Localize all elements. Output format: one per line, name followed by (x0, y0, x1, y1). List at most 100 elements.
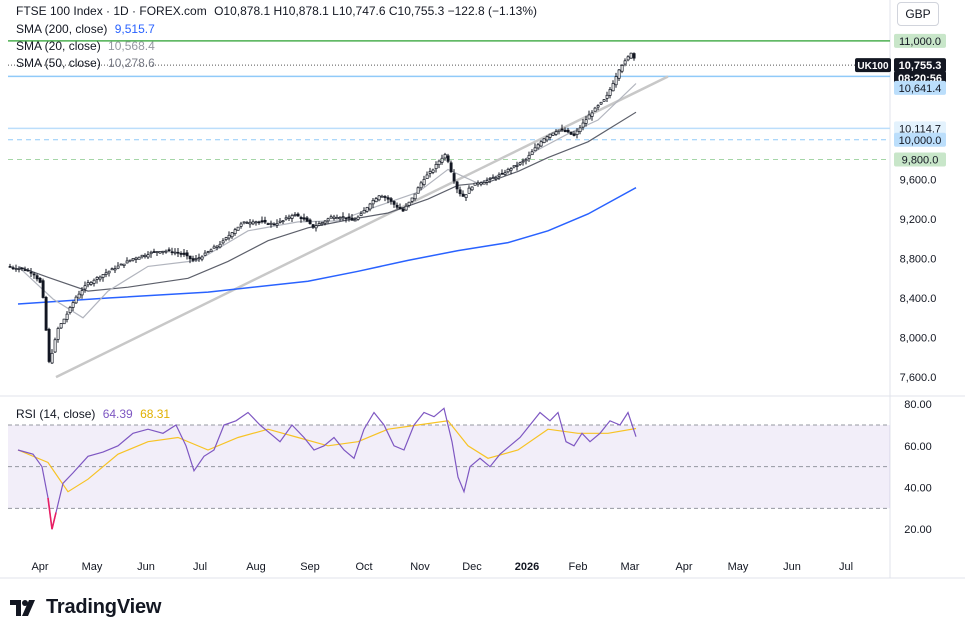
candle (236, 226, 240, 231)
sma20-legend[interactable]: SMA (20, close) 10,568.4 (16, 39, 159, 53)
candle (74, 295, 78, 305)
candle (620, 64, 624, 74)
time-tick-label: Nov (410, 561, 430, 573)
candle-body (371, 199, 375, 205)
candle-body (197, 257, 201, 259)
candle-body (59, 323, 63, 329)
candle (563, 127, 567, 133)
sma50-value: 10,278.6 (108, 56, 155, 70)
candle-body (131, 258, 135, 261)
candle-body (287, 216, 291, 219)
candle (35, 273, 39, 282)
price-label: 10,114.7 (899, 123, 941, 135)
rsi-tick-label: 60.00 (904, 441, 932, 453)
candle (98, 275, 102, 282)
sma50-label: SMA (50, close) (16, 56, 101, 70)
candle (464, 194, 468, 201)
candle (284, 215, 288, 221)
candle (596, 104, 600, 111)
candle (17, 267, 21, 273)
candle (50, 349, 54, 365)
candle-body (179, 253, 183, 255)
candle (347, 213, 351, 222)
candle-body (344, 217, 348, 220)
candle-body (428, 171, 432, 174)
price-label-bg (894, 80, 946, 95)
candle (611, 80, 615, 92)
candle-body (278, 220, 282, 223)
candle (287, 214, 291, 221)
symbol-legend[interactable]: FTSE 100 Index · 1D · FOREX.com O10,878.… (16, 4, 541, 18)
candlesticks (8, 52, 636, 365)
candle-body (83, 285, 87, 290)
candle (335, 214, 339, 220)
tradingview-logo[interactable]: TradingView (10, 596, 161, 619)
candle (359, 211, 363, 217)
candle (365, 206, 369, 213)
candle-body (56, 328, 60, 340)
candle-body (62, 318, 66, 325)
candle-body (71, 302, 75, 308)
candle (566, 127, 570, 134)
candle (122, 263, 126, 268)
candle-body (182, 252, 186, 255)
candle (386, 195, 390, 204)
candle-body (473, 182, 477, 186)
price-tick-label: 8,000.0 (900, 333, 937, 345)
candle (446, 153, 450, 164)
time-tick-label: May (82, 561, 103, 573)
rsi-tick-label: 40.00 (904, 483, 932, 495)
sma200-legend[interactable]: SMA (200, close) 9,515.7 (16, 22, 159, 36)
candle (131, 258, 135, 262)
candle (62, 318, 66, 325)
candle (344, 217, 348, 223)
candle (323, 219, 327, 226)
candle-body (353, 219, 357, 222)
candle (569, 131, 573, 135)
candle-body (413, 193, 417, 200)
time-tick-label: Dec (462, 561, 482, 573)
candle (167, 247, 171, 253)
candle (539, 140, 543, 148)
candle-body (254, 221, 258, 224)
candle-body (593, 107, 597, 112)
candle (437, 159, 441, 169)
price-label: 11,000.0 (899, 36, 941, 48)
candle-body (284, 217, 288, 220)
candle-body (491, 177, 495, 179)
candle (551, 132, 555, 137)
candle-body (521, 160, 525, 163)
candle (575, 127, 579, 139)
sma50-legend[interactable]: SMA (50, close) 10,278.6 (16, 56, 159, 70)
currency-button[interactable]: GBP (897, 2, 939, 26)
candle (515, 161, 519, 171)
candle (314, 221, 318, 232)
candle-body (425, 174, 429, 180)
candle-body (77, 293, 81, 299)
candle-body (533, 147, 537, 152)
rsi-line (17, 407, 637, 530)
candle (92, 278, 96, 287)
candle-body (47, 328, 51, 362)
candle (188, 255, 192, 264)
candle-body (206, 251, 210, 254)
rsi-legend[interactable]: RSI (14, close) 64.39 68.31 (16, 407, 174, 421)
candle-body (368, 203, 372, 210)
price-label: 10,755.3 (899, 60, 942, 72)
candle (494, 175, 498, 182)
candle-body (476, 182, 480, 185)
candle-body (335, 217, 339, 220)
candle-body (482, 182, 486, 185)
candle-body (557, 129, 561, 133)
candle-body (53, 339, 57, 353)
time-tick-label: Mar (621, 561, 640, 573)
candle (398, 203, 402, 210)
candle (488, 177, 492, 184)
time-tick-label: Jul (839, 561, 853, 573)
candle-body (611, 83, 615, 92)
candle (164, 249, 168, 254)
candle-body (623, 60, 627, 65)
time-tick-label: Jun (137, 561, 155, 573)
candle (491, 174, 495, 179)
candle-body (599, 101, 603, 105)
